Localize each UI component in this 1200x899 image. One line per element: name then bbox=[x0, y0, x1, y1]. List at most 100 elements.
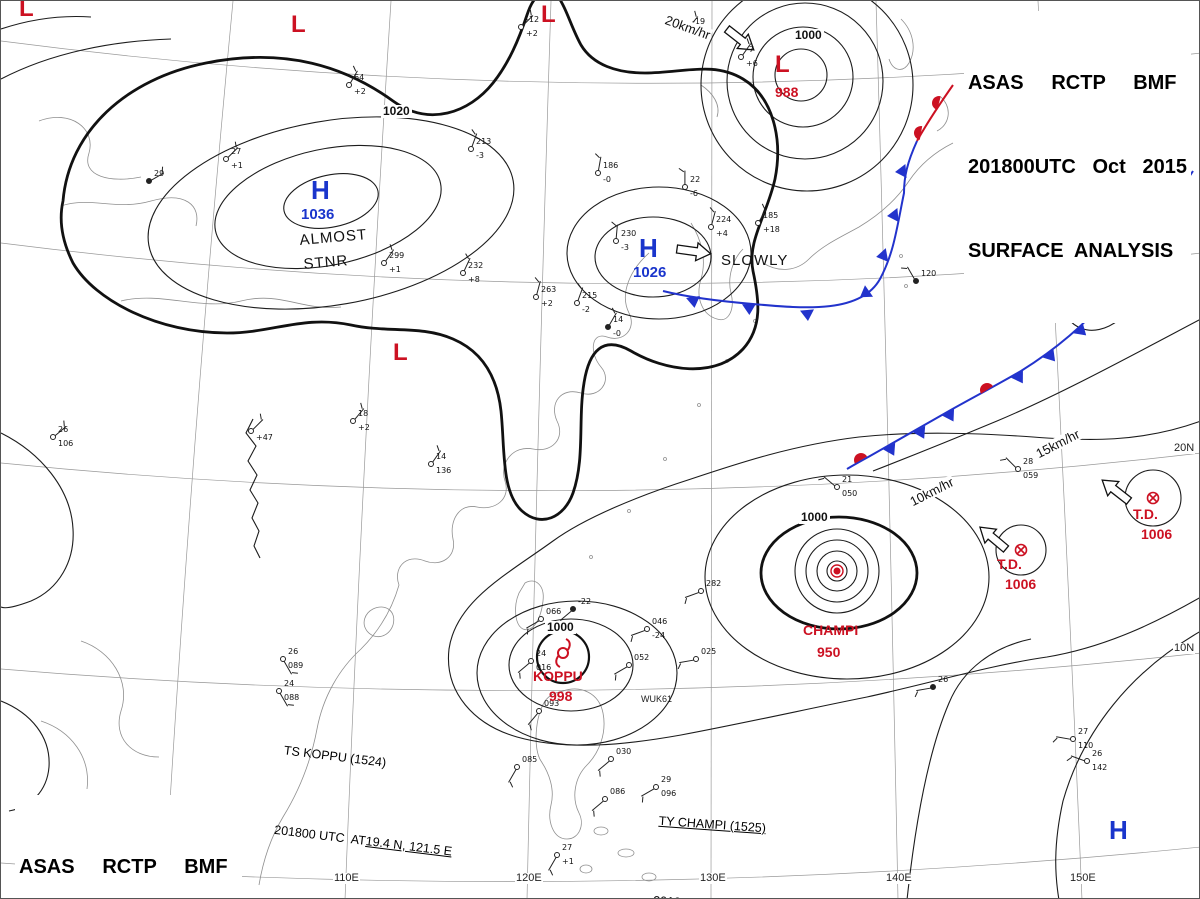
map-label: 150E bbox=[1069, 872, 1097, 884]
station-value-secondary: -0 bbox=[603, 175, 611, 184]
storm-info-line: 201800 UTC AT19.4 N, 121.5 E bbox=[273, 820, 563, 875]
station-value-secondary: +8 bbox=[468, 275, 480, 284]
station-circle-icon bbox=[533, 294, 539, 300]
coastlines bbox=[38, 18, 954, 886]
station-circle-icon bbox=[738, 54, 744, 60]
storm-info-underlined-text: TY CHAMPI (1525) bbox=[658, 813, 767, 836]
station-circle-icon bbox=[538, 616, 544, 622]
champi-typhoon-center-icon bbox=[830, 564, 844, 578]
station-value: 14 bbox=[613, 315, 624, 324]
station-circle-icon bbox=[514, 764, 520, 770]
station-circle-icon bbox=[276, 688, 282, 694]
station-value: 025 bbox=[701, 647, 717, 656]
station-value-secondary: 016 bbox=[536, 663, 552, 672]
storm-info-text: 201800 UTC AT bbox=[273, 822, 367, 848]
map-label: 1000 bbox=[799, 510, 830, 524]
station-value: 052 bbox=[634, 653, 650, 662]
station-value-secondary: +2 bbox=[358, 423, 370, 432]
map-label: T.D. bbox=[1133, 506, 1158, 522]
map-label: 1000 bbox=[545, 620, 576, 634]
station-circle-icon bbox=[1015, 466, 1021, 472]
map-label: KOPPU bbox=[533, 668, 583, 684]
map-label: L bbox=[19, 0, 34, 22]
station-value: 232 bbox=[468, 261, 484, 270]
storm-info-line: TS KOPPU (1524) bbox=[283, 740, 573, 795]
station-value-secondary: -3 bbox=[476, 151, 484, 160]
movement-arrow-icon bbox=[1101, 479, 1133, 506]
station-value-secondary: +4 bbox=[716, 229, 728, 238]
map-label: 20N bbox=[1173, 442, 1196, 454]
station-circle-icon bbox=[223, 156, 229, 162]
station-circle-icon bbox=[834, 484, 840, 490]
station-circle-icon bbox=[913, 278, 919, 284]
map-label: 1000 bbox=[793, 28, 824, 42]
station-value: 230 bbox=[621, 229, 637, 238]
station-circle-icon bbox=[381, 260, 387, 266]
station-value: 24 bbox=[284, 679, 295, 688]
station-value-secondary: 110 bbox=[1078, 741, 1094, 750]
map-label: WUK61 bbox=[641, 694, 673, 704]
station-value-secondary: -24 bbox=[652, 631, 666, 640]
station-circle-icon bbox=[608, 756, 614, 762]
koppu-tropical-storm-icon bbox=[555, 638, 571, 668]
station-value: 030 bbox=[616, 747, 632, 756]
map-label: SLOWLY bbox=[721, 252, 789, 269]
warm-front-line bbox=[916, 84, 954, 142]
map-label: 988 bbox=[775, 84, 799, 100]
station-value-secondary: 059 bbox=[1023, 471, 1039, 480]
station-circle-icon bbox=[518, 24, 524, 30]
station-circle-icon bbox=[595, 170, 601, 176]
station-circle-icon bbox=[570, 606, 576, 612]
station-value-secondary: -6 bbox=[690, 189, 698, 198]
map-label: 130E bbox=[699, 872, 727, 884]
isobars-bold bbox=[59, 1, 919, 685]
station-value: 085 bbox=[522, 755, 538, 764]
map-label: H bbox=[311, 175, 330, 205]
movement-arrow-icon bbox=[979, 526, 1010, 553]
chart-id-line: ASAS RCTP BMF bbox=[967, 72, 1177, 94]
station-value: 27 bbox=[1078, 727, 1089, 736]
map-label: 110E bbox=[333, 872, 360, 884]
station-value: 086 bbox=[610, 787, 626, 796]
station-value-secondary: +2 bbox=[541, 299, 553, 308]
station-value-secondary: +2 bbox=[526, 29, 538, 38]
station-value: -22 bbox=[578, 597, 592, 606]
map-label: 120E bbox=[515, 872, 543, 884]
map-label: 10N bbox=[1173, 642, 1196, 654]
station-value-secondary: 106 bbox=[58, 439, 74, 448]
station-value: 26 bbox=[938, 675, 949, 684]
station-value: 046 bbox=[652, 617, 668, 626]
station-value: 21 bbox=[842, 475, 853, 484]
station-value: 14 bbox=[436, 452, 447, 461]
station-value-secondary: +1 bbox=[562, 857, 574, 866]
station-circle-icon bbox=[346, 82, 352, 88]
station-circle-icon bbox=[1084, 758, 1090, 764]
station-circle-icon bbox=[613, 238, 619, 244]
station-value: 213 bbox=[476, 137, 492, 146]
champi-info-block: TY CHAMPI (1525) 201800 UTC AT22.2 N, 13… bbox=[622, 731, 954, 898]
tropical-depression-icon bbox=[1014, 543, 1028, 557]
station-circle-icon bbox=[644, 626, 650, 632]
station-circle-icon bbox=[554, 852, 560, 858]
station-value: 26 bbox=[1092, 749, 1103, 758]
station-value: 26 bbox=[288, 647, 299, 656]
station-circle-icon bbox=[528, 658, 534, 664]
station-value: -7 bbox=[746, 45, 754, 54]
storm-info-text: TS KOPPU (1524) bbox=[283, 743, 387, 770]
tropical-depression-icon bbox=[1146, 491, 1160, 505]
station-value: 263 bbox=[541, 285, 557, 294]
map-label: 1036 bbox=[301, 206, 335, 223]
station-circle-icon bbox=[693, 656, 699, 662]
station-value-secondary: -0 bbox=[613, 329, 621, 338]
map-label: H bbox=[1109, 815, 1128, 845]
map-label: L bbox=[775, 51, 790, 78]
storm-info-underlined-text: 19.4 N, 121.5 E bbox=[364, 834, 453, 859]
station-value-secondary: +18 bbox=[763, 225, 780, 234]
station-value: 18 bbox=[358, 409, 369, 418]
map-label: 998 bbox=[549, 688, 573, 704]
map-label: 1020 bbox=[381, 104, 412, 118]
station-value: 093 bbox=[544, 699, 560, 708]
station-value: 27 bbox=[231, 147, 242, 156]
storm-info-line: 201800 UTC AT22.2 N, 139.9 E bbox=[652, 891, 942, 898]
map-label: H bbox=[639, 233, 658, 263]
